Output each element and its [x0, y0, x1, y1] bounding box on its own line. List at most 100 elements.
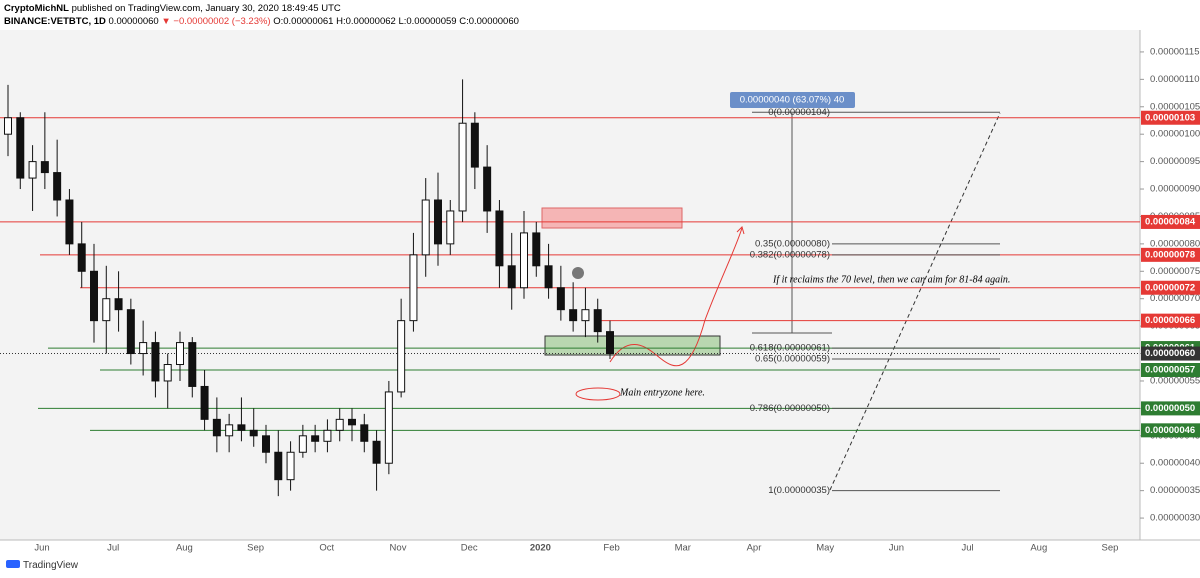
level-label: 0.00000057: [1145, 365, 1195, 376]
entry-zone: [544, 335, 721, 356]
fib-label: 0.382(0.00000078): [750, 249, 830, 260]
candle-body: [335, 418, 344, 431]
author: CryptoMichNL: [4, 3, 69, 14]
path-drawing: [609, 227, 743, 367]
candle-body: [16, 117, 25, 179]
candle-body: [483, 166, 492, 212]
candle-body: [311, 435, 320, 442]
x-tick-label: Nov: [390, 543, 407, 554]
candle-body: [606, 331, 614, 355]
level-label: 0.00000046: [1145, 425, 1195, 436]
candle-body: [151, 342, 160, 382]
candle-body: [360, 424, 369, 442]
x-tick-label: Sep: [1102, 543, 1119, 554]
candle-body: [544, 265, 553, 289]
candle-body: [176, 342, 184, 366]
ohlc-close: C:0.00000060: [459, 16, 519, 27]
last-price: 0.00000060: [108, 16, 159, 27]
candle-body: [188, 342, 197, 387]
candle-body: [593, 309, 602, 333]
candle-body: [569, 309, 578, 322]
candle-body: [446, 210, 455, 245]
y-tick-label: 0.00000075: [1150, 266, 1200, 277]
candle-body: [556, 287, 565, 311]
plot-background: [0, 30, 1140, 540]
x-tick-label: Jun: [34, 543, 49, 554]
level-badge: [1141, 247, 1200, 262]
x-tick-label: Aug: [1030, 543, 1047, 554]
x-tick-label: 2020: [530, 543, 551, 554]
candle-body: [126, 309, 135, 355]
level-label: 0.00000050: [1145, 403, 1195, 414]
footer: TradingView: [6, 560, 78, 571]
candle-body: [40, 161, 49, 174]
ohlc-low: L:0.00000059: [398, 16, 457, 27]
resistance-zone: [541, 207, 683, 229]
header-line-2: BINANCE:VETBTC, 1D 0.00000060 ▼ −0.00000…: [4, 16, 519, 27]
y-tick-label: 0.00000095: [1150, 156, 1200, 167]
change: ▼ −0.00000002 (−3.23%): [161, 16, 271, 27]
candle-body: [65, 199, 74, 245]
candle-body: [470, 122, 479, 168]
candle-body: [163, 364, 172, 382]
annotation: If it reclaims the 70 level, then we can…: [772, 274, 1010, 285]
candle-body: [495, 210, 504, 267]
candle-body: [28, 161, 37, 179]
candle-body: [139, 342, 148, 355]
y-tick-label: 0.00000110: [1150, 74, 1200, 85]
logo-icon: [6, 560, 20, 568]
candle-body: [520, 232, 528, 289]
candle-body: [458, 122, 467, 212]
candle-body: [348, 418, 356, 426]
y-tick-label: 0.00000105: [1150, 101, 1200, 112]
level-label: 0.00000078: [1145, 249, 1195, 260]
chart: 0.00000040 (63.07%) 40 If it reclaims th…: [0, 30, 1200, 554]
x-tick-label: Jul: [107, 543, 119, 554]
y-tick-label: 0.00000030: [1150, 513, 1200, 524]
level-badge: [1141, 401, 1200, 416]
candle-body: [200, 385, 209, 420]
level-badge: [1141, 313, 1200, 328]
level-label: 0.00000103: [1145, 112, 1195, 123]
x-tick-label: Jun: [889, 543, 904, 554]
level-label: 0.00000084: [1145, 216, 1196, 227]
measure-label: 0.00000040 (63.07%) 40: [740, 95, 845, 106]
projection-line: [829, 112, 1001, 491]
fib-label: 0.618(0.00000061): [750, 343, 830, 354]
level-badge: [1141, 214, 1200, 229]
x-tick-label: Dec: [461, 543, 478, 554]
candle-body: [298, 435, 307, 453]
arrow-head: [736, 226, 745, 235]
candle-body: [532, 232, 541, 267]
fib-label: 0.35(0.00000080): [755, 238, 830, 249]
x-tick-label: Oct: [319, 543, 334, 554]
level-badge: [1141, 363, 1200, 377]
candle-body: [286, 451, 295, 481]
x-tick-label: Feb: [603, 543, 619, 554]
fib-label: 0.786(0.00000050): [750, 403, 830, 414]
ohlc-open: O:0.00000061: [273, 16, 334, 27]
candle-body: [114, 298, 123, 311]
ohlc-high: H:0.00000062: [336, 16, 396, 27]
fib-label: 0.65(0.00000059): [755, 354, 830, 365]
x-tick-label: Sep: [247, 543, 264, 554]
x-tick-label: Mar: [675, 543, 691, 554]
level-label: 0.00000060: [1145, 348, 1195, 359]
measure-box: [730, 92, 855, 108]
header-line-1: CryptoMichNL published on TradingView.co…: [4, 3, 341, 14]
y-tick-label: 0.00000090: [1150, 184, 1200, 195]
candle-body: [507, 265, 516, 289]
candle-body: [274, 451, 283, 481]
y-tick-label: 0.00000035: [1150, 485, 1200, 496]
candle-body: [53, 172, 62, 201]
fib-label: 1(0.00000035): [768, 485, 830, 496]
candle-body: [102, 298, 111, 322]
close-icon: [572, 267, 584, 279]
x-tick-label: May: [816, 543, 834, 554]
y-tick-label: 0.00000080: [1150, 238, 1200, 249]
fib-label: 0(0.00000104): [768, 107, 830, 118]
level-badge: [1141, 423, 1200, 438]
footer-brand: TradingView: [23, 560, 79, 571]
symbol: BINANCE:VETBTC, 1D: [4, 16, 106, 27]
